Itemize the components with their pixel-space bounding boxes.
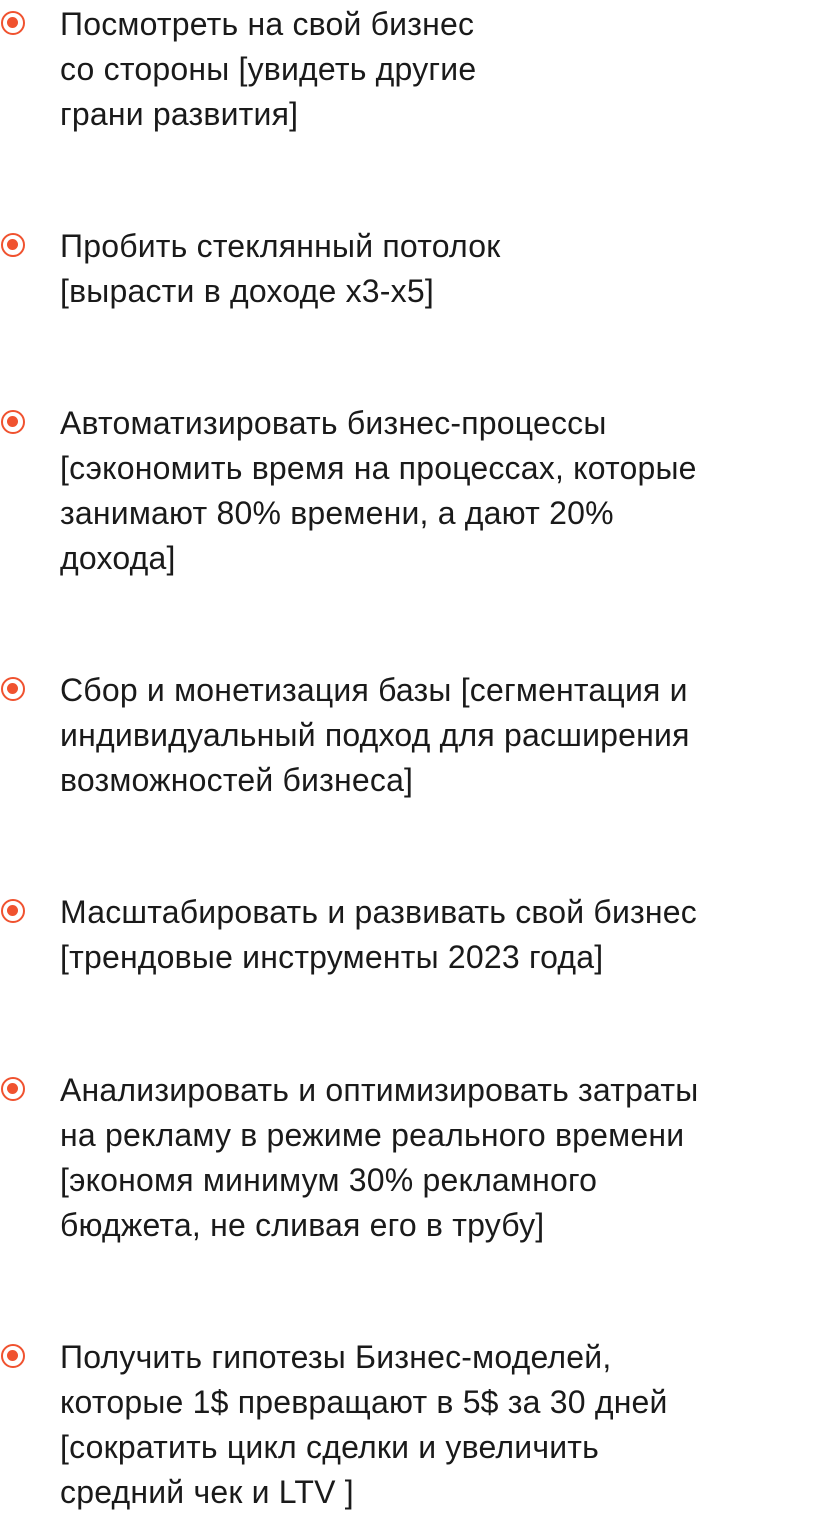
item-text: бюджета, не сливая его в трубу] xyxy=(60,1207,545,1243)
item-text: на рекламу в режиме реального времени xyxy=(60,1117,685,1153)
bullet xyxy=(1,899,25,923)
bullet xyxy=(1,1077,25,1101)
bullet xyxy=(1,410,25,434)
bullet xyxy=(1,11,25,35)
item-text: Посмотреть на свой бизнес xyxy=(60,6,475,42)
bullet xyxy=(1,233,25,257)
item-text: грани развития] xyxy=(60,96,299,132)
item-text: дохода] xyxy=(60,540,176,576)
item-text: возможностей бизнеса] xyxy=(60,762,414,798)
item-text: занимают 80% времени, а дают 20% xyxy=(60,495,614,531)
item-text: средний чек и LTV ] xyxy=(60,1474,354,1510)
item-text: [сэкономить время на процессах, которые xyxy=(60,450,697,486)
item-text: [трендовые инструменты 2023 года] xyxy=(60,939,604,975)
item-text: Масштабировать и развивать свой бизнес xyxy=(60,894,697,930)
item-text: [сократить цикл сделки и увеличить xyxy=(60,1429,600,1465)
item-text: [экономя минимум 30% рекламного xyxy=(60,1162,598,1198)
item-text: Автоматизировать бизнес-процессы xyxy=(60,405,607,441)
item-text: со стороны [увидеть другие xyxy=(60,51,477,87)
item-text: Сбор и монетизация базы [сегментация и xyxy=(60,672,688,708)
item-text: [вырасти в доходе х3-х5] xyxy=(60,273,434,309)
bullet xyxy=(1,1344,25,1368)
bullet xyxy=(1,677,25,701)
item-text: которые 1$ превращают в 5$ за 30 дней xyxy=(60,1384,668,1420)
item-text: Анализировать и оптимизировать затраты xyxy=(60,1072,699,1108)
item-text: индивидуальный подход для расширения xyxy=(60,717,690,753)
item-text: Получить гипотезы Бизнес-моделей, xyxy=(60,1339,612,1375)
item-text: Пробить стеклянный потолок xyxy=(60,228,501,264)
